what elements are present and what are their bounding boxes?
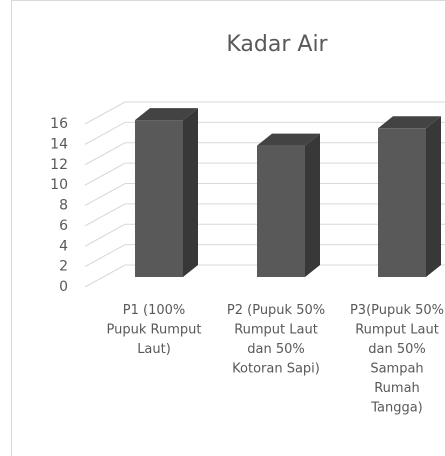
x-tick-label-line: dan 50% [247,342,304,357]
bar-side [305,133,320,277]
grid-line [84,121,445,145]
y-tick-label: 14 [50,136,68,152]
x-tick-label: P1 (100% Pupuk Rumput Laut) [107,303,202,357]
bar [378,116,441,277]
grid-line [84,223,445,247]
bar-front [378,128,426,277]
grid-line [84,142,445,166]
chart-title: Kadar Air [226,32,328,57]
y-tick-label: 4 [59,238,68,254]
y-tick-label: 6 [59,218,68,234]
bar-side [183,108,198,277]
y-tick-label: 10 [50,177,68,193]
x-tick-label-line: Kotoran Sapi) [232,361,320,376]
x-tick-label-line: Rumput Laut [355,322,439,337]
x-tick-label-line: dan 50% [368,342,425,357]
grid-line [84,203,445,227]
x-tick-label: P2 (Pupuk 50% Rumput Laut dan 50% Kotoran S… [227,303,325,377]
x-tick-label-line: Pupuk Rumput [107,322,202,337]
bar-top [135,108,198,121]
bar-side [426,116,441,277]
x-tick-label-line: Tangga) [370,400,423,415]
x-tick-label-line: P3(Pupuk 50% [350,303,444,318]
bar-front [257,145,305,277]
x-tick-label-line: P2 (Pupuk 50% [227,303,325,318]
grid-line [84,244,445,268]
grid-line [84,264,445,288]
bar [257,133,320,277]
x-tick-label: P3(Pupuk 50% Rumput Laut dan 50% Sampah Ruma… [350,303,444,416]
y-tick-label: 0 [59,279,68,295]
y-tick-label: 16 [50,116,68,132]
x-tick-label-line: P1 (100% [123,303,185,318]
bar-top [257,133,320,146]
y-tick-label: 8 [59,198,68,214]
grid-line [84,162,445,186]
grid-line [84,101,445,125]
x-tick-label-line: Rumput Laut [234,322,318,337]
bar-top [378,116,441,129]
y-tick-label: 12 [50,157,68,173]
x-tick-label-line: Rumah [374,381,420,396]
y-tick-label: 2 [59,259,68,275]
x-tick-label-line: Laut) [137,342,171,357]
bar [135,108,198,277]
bar-front [135,120,183,277]
x-tick-label-line: Sampah [370,361,423,376]
grid-line [84,183,445,206]
chart-border [11,0,445,456]
